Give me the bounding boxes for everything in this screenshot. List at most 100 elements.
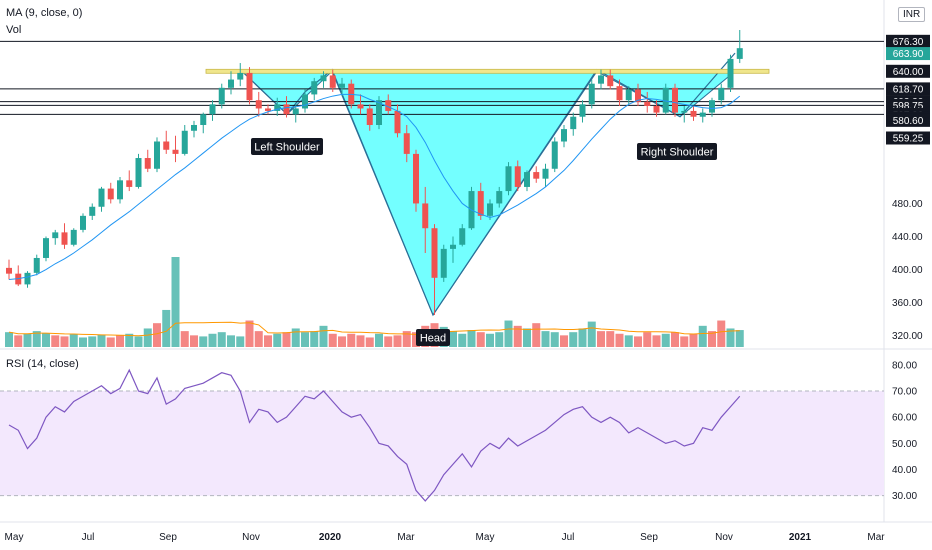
volume-bar [125, 333, 134, 347]
volume-bar [347, 333, 356, 347]
candle-body [357, 104, 364, 109]
currency-badge[interactable]: INR [898, 7, 926, 22]
price-tick-label: 480.00 [892, 199, 923, 210]
time-tick-label: Jul [562, 532, 575, 543]
price-label-box [886, 64, 930, 78]
candle [625, 86, 632, 105]
volume-bar [671, 332, 679, 347]
time-tick-label: Mar [867, 532, 885, 543]
candle [598, 69, 604, 90]
rsi-tick-label: 80.00 [892, 360, 917, 371]
volume-bar [199, 336, 208, 347]
volume-bar [689, 333, 698, 347]
candle-body [505, 166, 512, 192]
volume-bar [60, 336, 69, 347]
volume-bar [458, 333, 467, 347]
candle-body [561, 129, 567, 142]
price-level-label: 580.60 [886, 113, 930, 127]
price-label-text: 676.30 [893, 37, 924, 48]
candle-body [681, 110, 688, 113]
candle-body [43, 238, 49, 258]
volume-bar [393, 335, 402, 347]
volume-bar [356, 335, 365, 347]
volume-bar [541, 331, 550, 347]
candle-body [644, 101, 651, 106]
time-axis: May Jul Sep Nov 2020 Mar May Jul Sep Nov 2021 Mar [5, 532, 886, 543]
candle [302, 89, 308, 113]
annotation-head: Head [416, 329, 450, 346]
candle [533, 166, 540, 183]
candle-body [672, 87, 678, 113]
volume-bar [254, 331, 263, 347]
volume-bar [162, 309, 171, 347]
volume-bar [402, 331, 411, 347]
candle-body [718, 87, 725, 101]
volume-bar [291, 328, 300, 347]
candle [440, 244, 447, 282]
volume-bar [661, 333, 670, 347]
volume-bar [310, 331, 319, 347]
candle [644, 91, 651, 113]
volume-bar [560, 335, 568, 347]
candle [80, 213, 86, 233]
candle [292, 104, 299, 123]
candle [320, 71, 327, 88]
price-tick-label: 360.00 [892, 298, 923, 309]
annotation-text: Left Shoulder [254, 142, 320, 154]
volume-bar [615, 333, 624, 347]
rsi-tick-label: 60.00 [892, 413, 917, 424]
candle [635, 83, 641, 106]
volume-bar [88, 336, 97, 347]
candle [135, 153, 142, 189]
annotation-box [251, 138, 323, 155]
volume-bar [227, 335, 235, 347]
candle [52, 229, 59, 245]
candle [107, 182, 114, 204]
volume-bar [365, 337, 374, 347]
volume-bar [680, 336, 689, 347]
price-label-text: 640.00 [893, 67, 924, 78]
candle-body [209, 104, 216, 115]
volume-bar [69, 334, 78, 347]
volume-bars [5, 257, 744, 347]
candle [228, 71, 234, 95]
time-tick-label: 2021 [789, 532, 812, 543]
candle-body [653, 105, 660, 113]
candle [709, 97, 715, 117]
price-level-label: 640.00 [886, 64, 930, 78]
ma-legend[interactable]: MA (9, close, 0) [6, 7, 83, 19]
volume-bar [624, 335, 633, 347]
annotation-box [637, 143, 717, 160]
candle [200, 112, 207, 134]
time-tick-label: Nov [242, 532, 260, 543]
price-label-box [886, 82, 930, 96]
volume-bar [42, 333, 50, 347]
price-label-box [886, 34, 930, 48]
rsi-legend[interactable]: RSI (14, close) [6, 358, 79, 370]
candle [551, 137, 558, 173]
vol-legend[interactable]: Vol [6, 24, 22, 36]
candle-body [690, 110, 697, 117]
volume-bar [375, 333, 383, 347]
volume-bar [550, 332, 559, 347]
candle-body [440, 248, 447, 278]
candle [616, 79, 623, 106]
candle-body [200, 114, 207, 125]
rsi-tick-label: 50.00 [892, 439, 917, 450]
candle [181, 124, 188, 156]
candle [736, 30, 743, 64]
candle [542, 163, 549, 187]
candle-body [89, 206, 96, 216]
volume-bar [735, 330, 744, 347]
candle-body [283, 104, 290, 115]
candle [653, 100, 660, 117]
volume-bar [273, 333, 282, 347]
rsi-band [0, 391, 884, 496]
volume-bar [338, 336, 346, 347]
annotation-box [416, 329, 450, 346]
candle [43, 236, 49, 262]
volume-bar [569, 332, 578, 347]
volume-bar [153, 323, 161, 347]
rsi-panel [0, 368, 884, 502]
